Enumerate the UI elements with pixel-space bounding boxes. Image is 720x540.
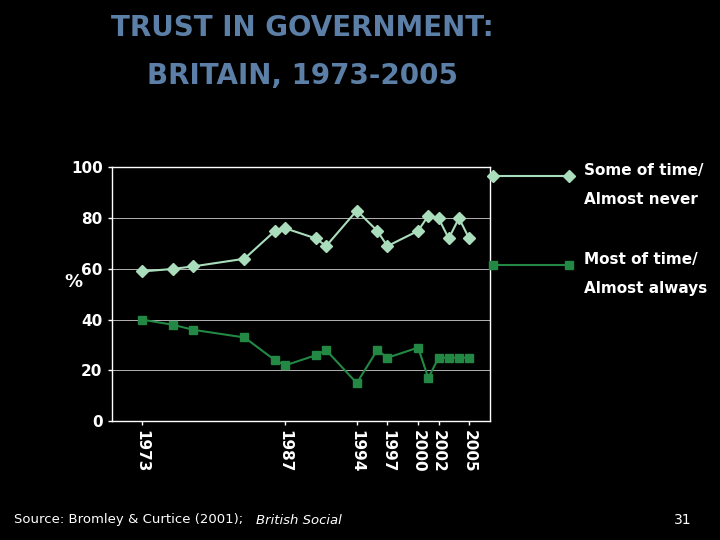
- Text: Almost never: Almost never: [584, 192, 698, 207]
- Text: 31: 31: [674, 512, 691, 526]
- Text: British Social: British Social: [256, 514, 341, 526]
- Text: Most of time/: Most of time/: [584, 252, 698, 267]
- Text: Source: Bromley & Curtice (2001);: Source: Bromley & Curtice (2001);: [14, 514, 248, 526]
- Text: TRUST IN GOVERNMENT:: TRUST IN GOVERNMENT:: [111, 14, 494, 42]
- Text: BRITAIN, 1973-2005: BRITAIN, 1973-2005: [147, 62, 458, 90]
- Text: %: %: [65, 273, 83, 291]
- Text: Almost always: Almost always: [584, 281, 707, 296]
- Text: Some of time/: Some of time/: [584, 163, 703, 178]
